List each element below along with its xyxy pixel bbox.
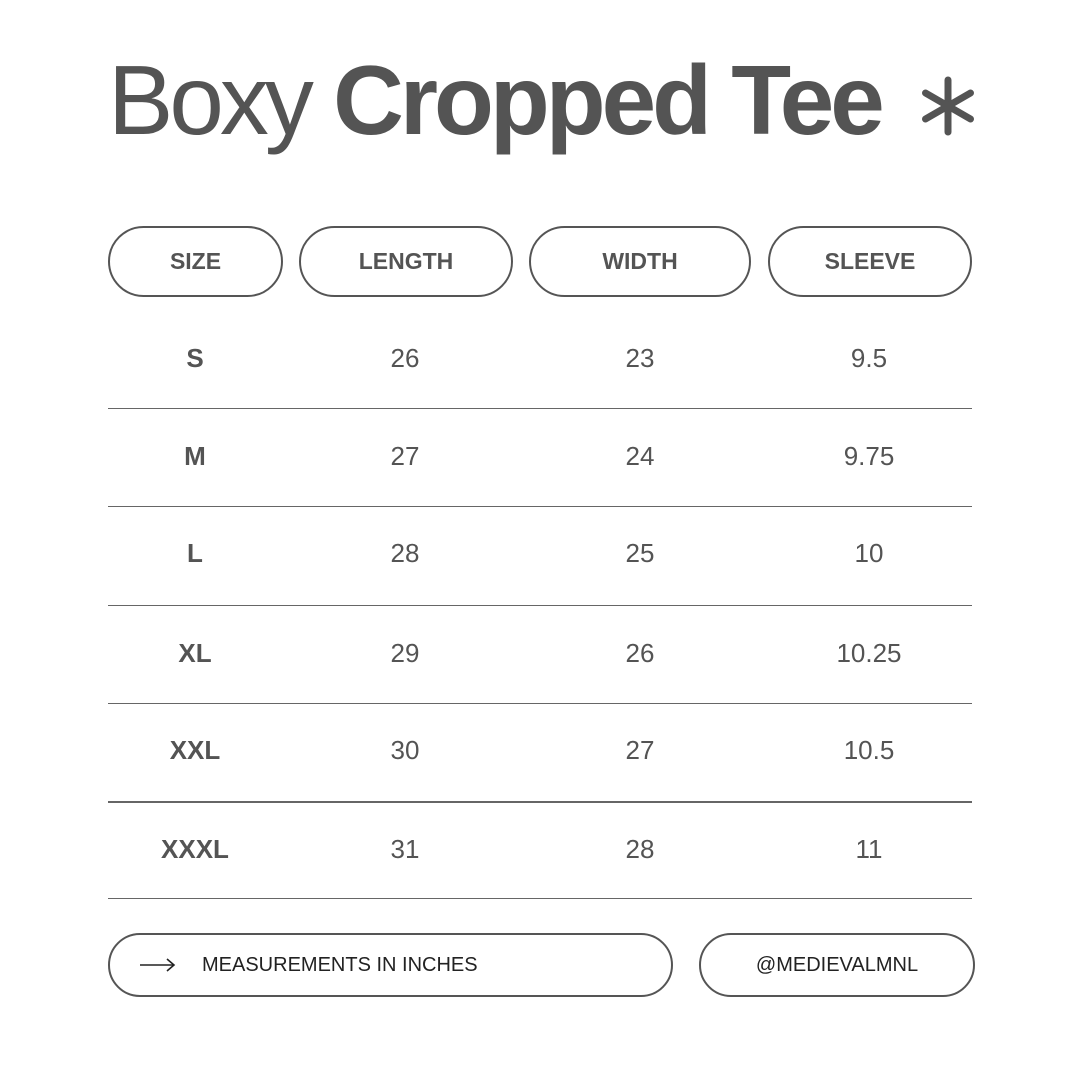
measurement-cell: 27 [625,735,655,765]
header-label: SLEEVE [824,248,916,274]
handle-badge[interactable]: @MEDIEVALMNL [699,933,975,997]
title-bold: Cropped Tee [333,45,885,155]
measurements-note: MEASUREMENTS IN INCHES [108,933,673,997]
row-divider [108,703,972,704]
title-light: Boxy [108,45,314,155]
measurement-cell: 27 [390,441,420,471]
size-label: XL [178,638,212,668]
arrow-right-icon [140,958,176,972]
measurement-cell: 26 [390,343,420,373]
column-header-size: SIZE [108,226,283,297]
measurement-cell: 10 [854,538,884,568]
measurement-cell: 10.25 [836,638,902,668]
handle-text: @MEDIEVALMNL [755,953,919,976]
measurement-cell: 24 [625,441,655,471]
page-title: Boxy Cropped Tee [108,42,885,160]
measurement-cell: 9.5 [850,343,888,373]
size-label: M [184,441,206,471]
measurement-cell: 23 [625,343,655,373]
measurement-cell: 31 [390,834,420,864]
header-label: WIDTH [602,248,678,274]
measurement-cell: 30 [390,735,420,765]
column-header-width: WIDTH [529,226,751,297]
measurement-cell: 28 [625,834,655,864]
header-label: LENGTH [358,248,454,274]
header-label: SIZE [169,248,222,274]
measurement-cell: 9.75 [843,441,895,471]
column-header-length: LENGTH [299,226,513,297]
measurement-cell: 26 [625,638,655,668]
row-divider [108,898,972,899]
row-divider [108,801,972,803]
asterisk-icon [922,76,974,136]
column-header-sleeve: SLEEVE [768,226,972,297]
measurement-cell: 11 [855,834,883,864]
measurement-cell: 10.5 [843,735,895,765]
size-label: L [187,538,203,568]
measurement-cell: 25 [625,538,655,568]
size-label: S [186,343,204,373]
row-divider [108,506,972,507]
size-label: XXL [169,735,221,765]
measurement-cell: 29 [390,638,420,668]
row-divider [108,408,972,409]
row-divider [108,605,972,606]
note-text: MEASUREMENTS IN INCHES [202,953,478,976]
measurement-cell: 28 [390,538,420,568]
size-label: XXXL [161,834,229,864]
